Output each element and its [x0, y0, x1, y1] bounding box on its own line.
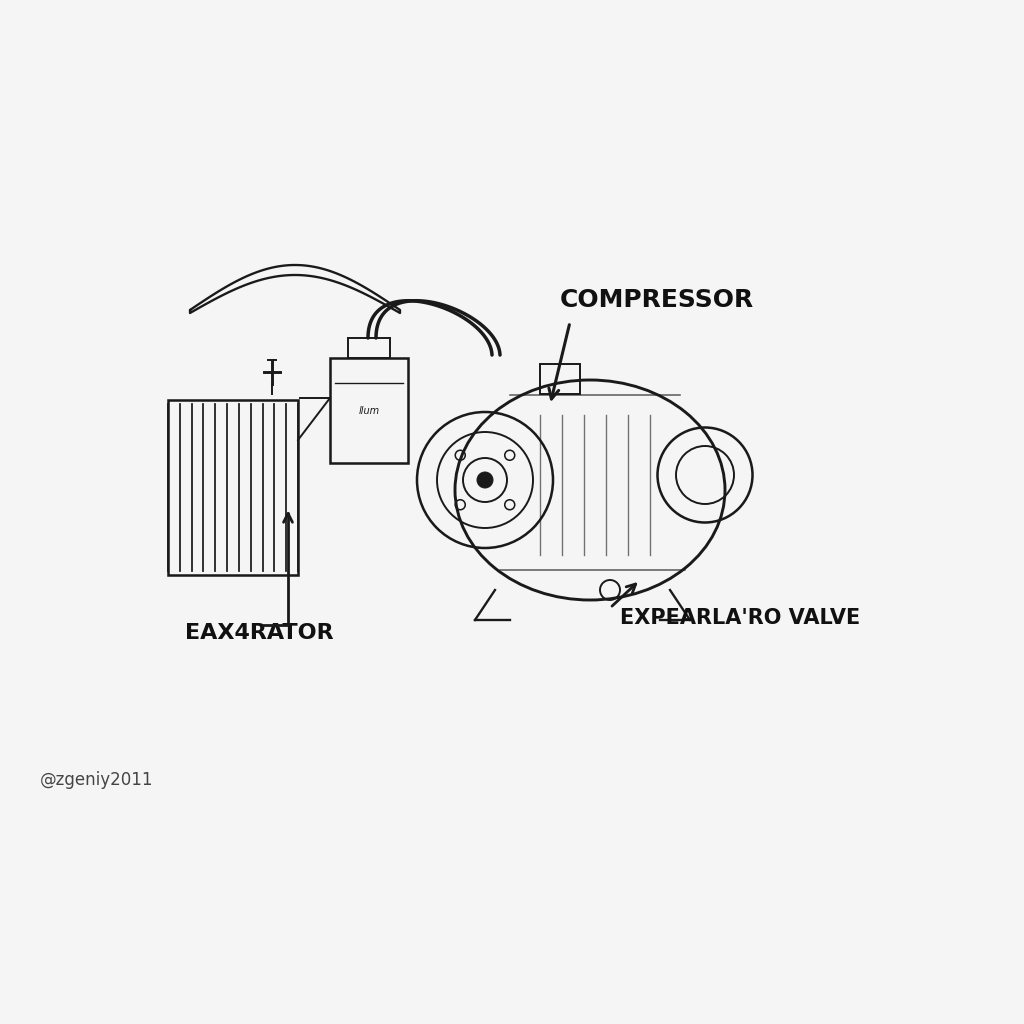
Bar [540, 364, 580, 394]
Text: EAX4RATOR: EAX4RATOR [185, 623, 334, 643]
Circle shape [477, 472, 493, 488]
Bar [330, 358, 408, 463]
Text: EXPEARLA'RO VALVE: EXPEARLA'RO VALVE [620, 608, 860, 628]
Bar [168, 400, 298, 575]
Text: llum: llum [358, 406, 380, 416]
Text: COMPRESSOR: COMPRESSOR [560, 288, 755, 312]
Text: @zgeniy2011: @zgeniy2011 [40, 771, 154, 790]
